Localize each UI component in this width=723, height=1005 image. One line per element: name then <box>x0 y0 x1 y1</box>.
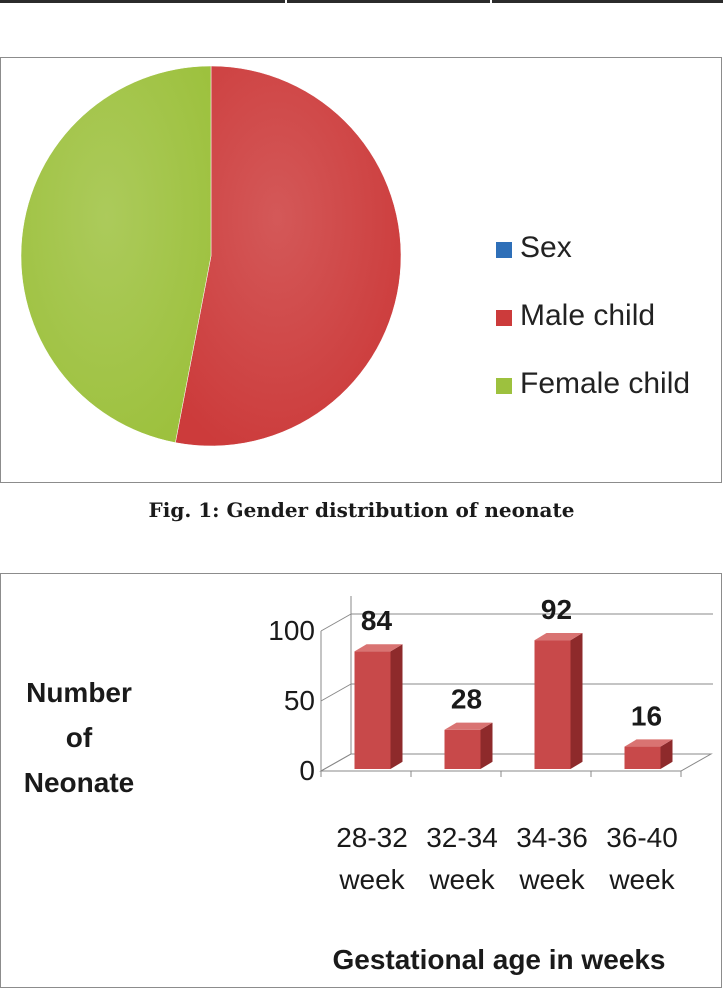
bar-4 <box>624 739 673 769</box>
bar-1 <box>354 644 403 769</box>
y-tick-label: 0 <box>299 755 315 786</box>
bar-front <box>534 640 571 769</box>
bar-top <box>534 633 583 641</box>
page-top-rule <box>0 0 723 3</box>
legend-swatch <box>496 242 512 258</box>
legend-label: Male child <box>520 299 656 332</box>
figure-caption: Fig. 1: Gender distribution of neonate <box>148 498 575 522</box>
bar-top <box>624 739 673 747</box>
x-category-label: week <box>428 864 495 895</box>
x-category-label: week <box>518 864 585 895</box>
x-category-label: week <box>608 864 675 895</box>
data-label: 28 <box>451 684 482 715</box>
pie-chart-panel: Sex Male child Female child <box>0 57 722 483</box>
legend-swatch <box>496 378 512 394</box>
bar-side <box>390 644 403 769</box>
gridline-diagonal <box>320 683 352 702</box>
x-category-label: 28-32 <box>336 822 408 853</box>
legend-swatch <box>496 310 512 326</box>
pie-slice-male-child <box>175 65 402 447</box>
bar-side <box>660 739 673 769</box>
y-tick-label: 100 <box>268 615 315 646</box>
x-category-label: week <box>338 864 405 895</box>
bar-front <box>444 729 481 769</box>
x-category-label: 32-34 <box>426 822 498 853</box>
data-label: 92 <box>541 594 572 625</box>
bar-3 <box>534 633 583 769</box>
bar-front <box>354 651 391 769</box>
y-axis-title: of <box>66 722 93 753</box>
legend-label: Female child <box>520 367 691 400</box>
y-tick-label: 50 <box>284 685 315 716</box>
gridline-diagonal <box>320 613 352 632</box>
top-rule-gap <box>285 0 287 3</box>
top-rule-gap <box>490 0 492 3</box>
y-axis-title: Number <box>26 677 132 708</box>
bar-2 <box>444 722 493 769</box>
x-category-label: 34-36 <box>516 822 588 853</box>
y-axis-title: Neonate <box>24 767 134 798</box>
bar-top <box>354 644 403 652</box>
legend-label: Sex <box>520 231 572 264</box>
gridline-diagonal <box>320 753 352 772</box>
pie-chart <box>20 65 402 447</box>
bar-front <box>624 746 661 769</box>
x-axis-title: Gestational age in weeks <box>332 944 665 975</box>
data-label: 16 <box>631 700 662 731</box>
bar-chart: 0 50 100 84 28 92 16 28-32 week 32-34 week 34-36 wee… <box>24 594 713 975</box>
data-label: 84 <box>361 605 393 636</box>
bar-top <box>444 722 493 730</box>
bar-side <box>570 633 583 769</box>
pie-slice-female-child <box>20 65 212 443</box>
bar-chart-panel: 0 50 100 84 28 92 16 28-32 week 32-34 week 34-36 wee… <box>0 573 722 988</box>
x-category-label: 36-40 <box>606 822 678 853</box>
bar-side <box>480 722 493 769</box>
